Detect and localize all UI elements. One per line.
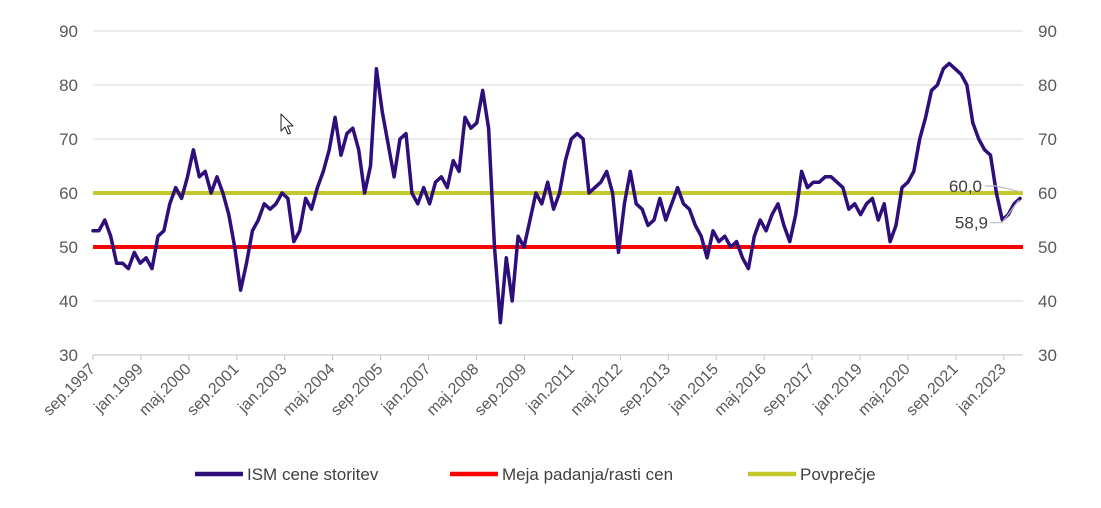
y-tick-label-left: 90 (59, 22, 78, 41)
y-tick-label-left: 70 (59, 130, 78, 149)
y-tick-label-right: 90 (1038, 22, 1057, 41)
y-tick-label-left: 60 (59, 184, 78, 203)
x-tick-label: jan.2023 (954, 361, 1010, 417)
legend-label: Povprečje (800, 465, 876, 484)
series-lines (91, 61, 1022, 325)
y-tick-label-left: 50 (59, 238, 78, 257)
y-tick-label-right: 70 (1038, 130, 1057, 149)
legend-label: Meja padanja/rasti cen (502, 465, 673, 484)
x-tick-label: sep.2013 (616, 361, 675, 420)
y-tick-label-right: 80 (1038, 76, 1057, 95)
axes: 30 30 40 40 50 50 60 60 70 70 80 80 90 90 sep.1997 jan.… (40, 22, 1057, 419)
legend-label: ISM cene storitev (247, 465, 379, 484)
y-tick-label-left: 30 (59, 346, 78, 365)
y-tick-label-right: 50 (1038, 238, 1057, 257)
legend: ISM cene storitev Meja padanja/rasti cen P… (195, 465, 876, 484)
x-tick-label: sep.2005 (328, 361, 387, 420)
x-tick-label: sep.2017 (759, 361, 818, 420)
annotation-last-value: 58,9 (955, 214, 988, 233)
annotations: 60,0 58,9 (949, 177, 1022, 233)
annotation-leader (985, 185, 1022, 193)
x-tick-label: sep.2021 (903, 361, 962, 420)
annotation-average-value: 60,0 (949, 177, 982, 196)
y-tick-label-right: 30 (1038, 346, 1057, 365)
x-tick-label: sep.1997 (40, 361, 99, 420)
y-tick-label-right: 60 (1038, 184, 1057, 203)
mouse-cursor-icon (280, 113, 294, 135)
y-tick-label-right: 40 (1038, 292, 1057, 311)
y-tick-label-left: 80 (59, 76, 78, 95)
y-tick-label-left: 40 (59, 292, 78, 311)
x-tick-label: sep.2009 (472, 361, 531, 420)
series-line-ism-prices (91, 61, 1022, 325)
x-tick-label: sep.2001 (184, 361, 243, 420)
annotation-leader (990, 199, 1020, 224)
